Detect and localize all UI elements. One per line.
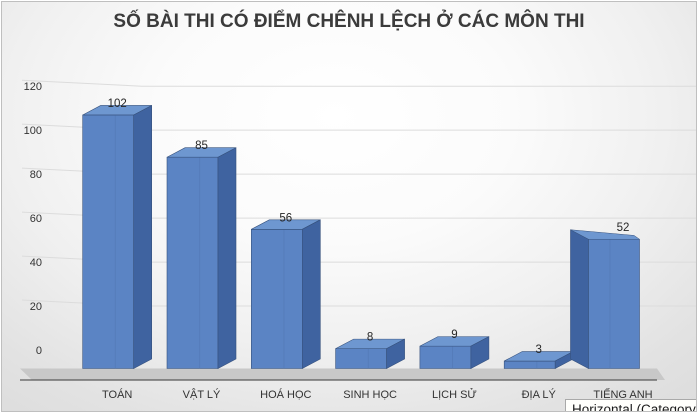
svg-text:80: 80 — [30, 169, 42, 181]
svg-text:0: 0 — [36, 345, 42, 357]
svg-text:ĐỊA LÝ: ĐỊA LÝ — [522, 388, 557, 401]
svg-text:56: 56 — [279, 212, 292, 224]
svg-text:60: 60 — [30, 213, 42, 225]
svg-text:100: 100 — [24, 125, 42, 137]
svg-text:3: 3 — [535, 344, 541, 356]
svg-text:20: 20 — [30, 301, 42, 313]
svg-text:VẬT LÝ: VẬT LÝ — [183, 388, 221, 401]
svg-text:9: 9 — [451, 329, 457, 341]
svg-text:102: 102 — [108, 98, 127, 110]
svg-text:40: 40 — [30, 257, 42, 269]
svg-text:LỊCH SỬ: LỊCH SỬ — [432, 388, 477, 401]
svg-text:85: 85 — [195, 140, 208, 152]
svg-text:HOÁ HỌC: HOÁ HỌC — [260, 388, 311, 401]
svg-text:TOÁN: TOÁN — [102, 388, 132, 401]
svg-text:52: 52 — [617, 222, 630, 234]
svg-text:120: 120 — [24, 81, 42, 93]
svg-text:8: 8 — [367, 332, 373, 344]
svg-text:SINH HỌC: SINH HỌC — [343, 389, 397, 401]
